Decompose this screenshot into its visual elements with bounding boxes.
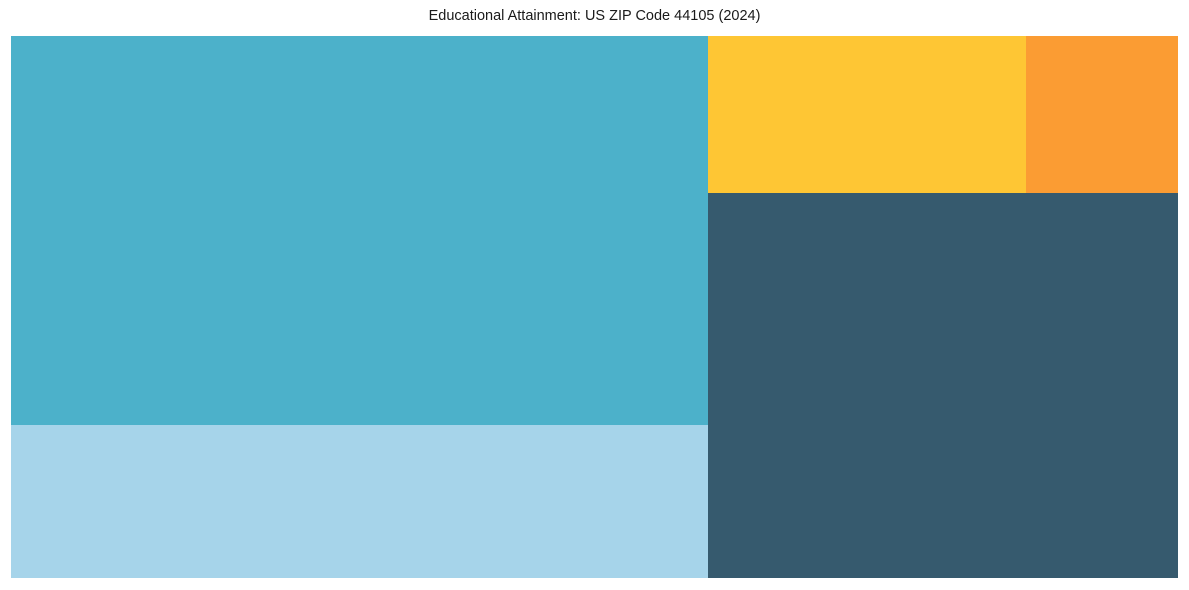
- chart-title: Educational Attainment: US ZIP Code 4410…: [428, 8, 761, 24]
- treemap-plot-area: High school graduate (or equivalency) Som…: [11, 36, 1178, 578]
- treemap-tile-label: Bachelor's degree or higher: [1026, 36, 1178, 50]
- treemap-tile[interactable]: Some college, no degree: [11, 424, 708, 578]
- treemap-tile-label: Associate's degree: [708, 36, 1026, 50]
- treemap-tile-label: High school graduate (or equivalency): [11, 36, 708, 50]
- treemap-tile[interactable]: High school graduate (or equivalency): [11, 36, 708, 425]
- treemap-tile-label: Some college, no degree: [11, 425, 708, 439]
- treemap-tile[interactable]: Bachelor's degree or higher: [1025, 36, 1178, 194]
- treemap-tile-label: Less than high school diploma: [708, 193, 1178, 207]
- treemap-tile[interactable]: Less than high school diploma: [707, 193, 1178, 578]
- treemap-tile[interactable]: Associate's degree: [707, 36, 1026, 194]
